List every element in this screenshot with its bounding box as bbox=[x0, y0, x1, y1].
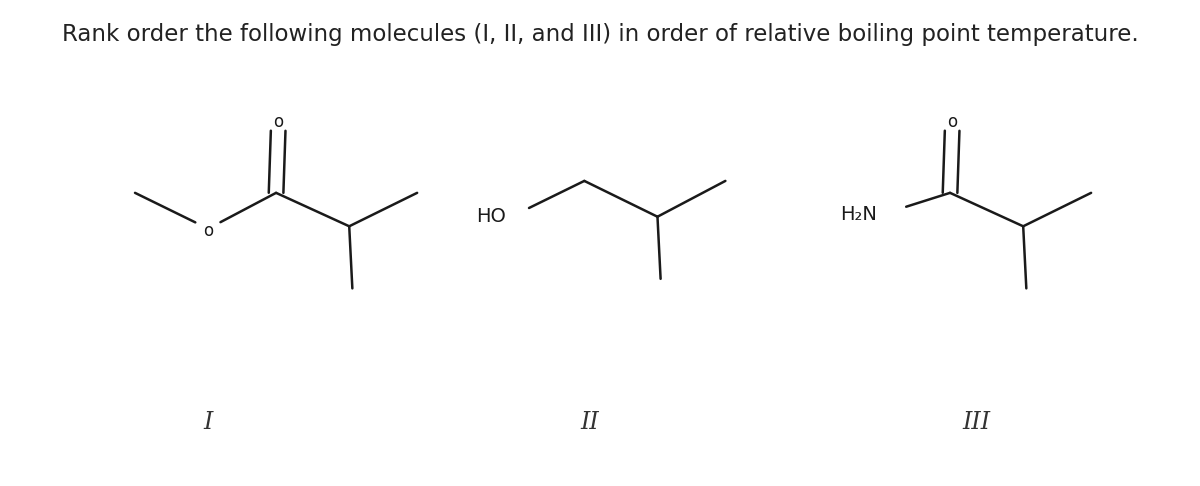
Text: H₂N: H₂N bbox=[840, 205, 877, 224]
Text: o: o bbox=[274, 113, 283, 131]
Text: I: I bbox=[204, 411, 212, 434]
Text: Rank order the following molecules (I, II, and III) in order of relative boiling: Rank order the following molecules (I, I… bbox=[61, 23, 1139, 46]
Text: III: III bbox=[962, 411, 990, 434]
Text: o: o bbox=[203, 222, 214, 240]
Text: II: II bbox=[580, 411, 599, 434]
Text: o: o bbox=[947, 113, 958, 131]
Text: HO: HO bbox=[476, 207, 506, 226]
